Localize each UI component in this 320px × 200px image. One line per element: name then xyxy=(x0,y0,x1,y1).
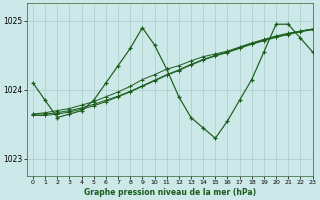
X-axis label: Graphe pression niveau de la mer (hPa): Graphe pression niveau de la mer (hPa) xyxy=(84,188,256,197)
